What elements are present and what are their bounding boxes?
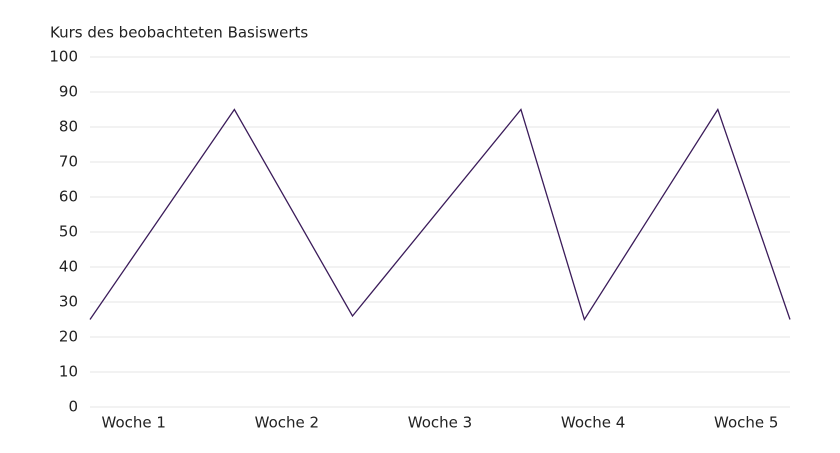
line-series xyxy=(89,108,791,322)
y-tick-label: 40 xyxy=(59,258,78,276)
y-tick-label: 0 xyxy=(68,398,78,416)
x-tick-label: Woche 1 xyxy=(102,414,166,432)
y-tick-label: 60 xyxy=(59,188,78,206)
y-tick-label: 20 xyxy=(59,328,78,346)
y-tick-label: 30 xyxy=(59,293,78,311)
y-tick-label: 100 xyxy=(49,48,78,66)
y-tick-label: 70 xyxy=(59,153,78,171)
x-tick-label: Woche 2 xyxy=(255,414,319,432)
chart-title: Kurs des beobachteten Basiswerts xyxy=(50,24,308,42)
y-tick-label: 10 xyxy=(59,363,78,381)
x-tick-label: Woche 3 xyxy=(408,414,472,432)
y-tick-label: 80 xyxy=(59,118,78,136)
x-tick-label: Woche 4 xyxy=(561,414,625,432)
y-tick-label: 50 xyxy=(59,223,78,241)
x-tick-label: Woche 5 xyxy=(714,414,778,432)
y-tick-label: 90 xyxy=(59,83,78,101)
